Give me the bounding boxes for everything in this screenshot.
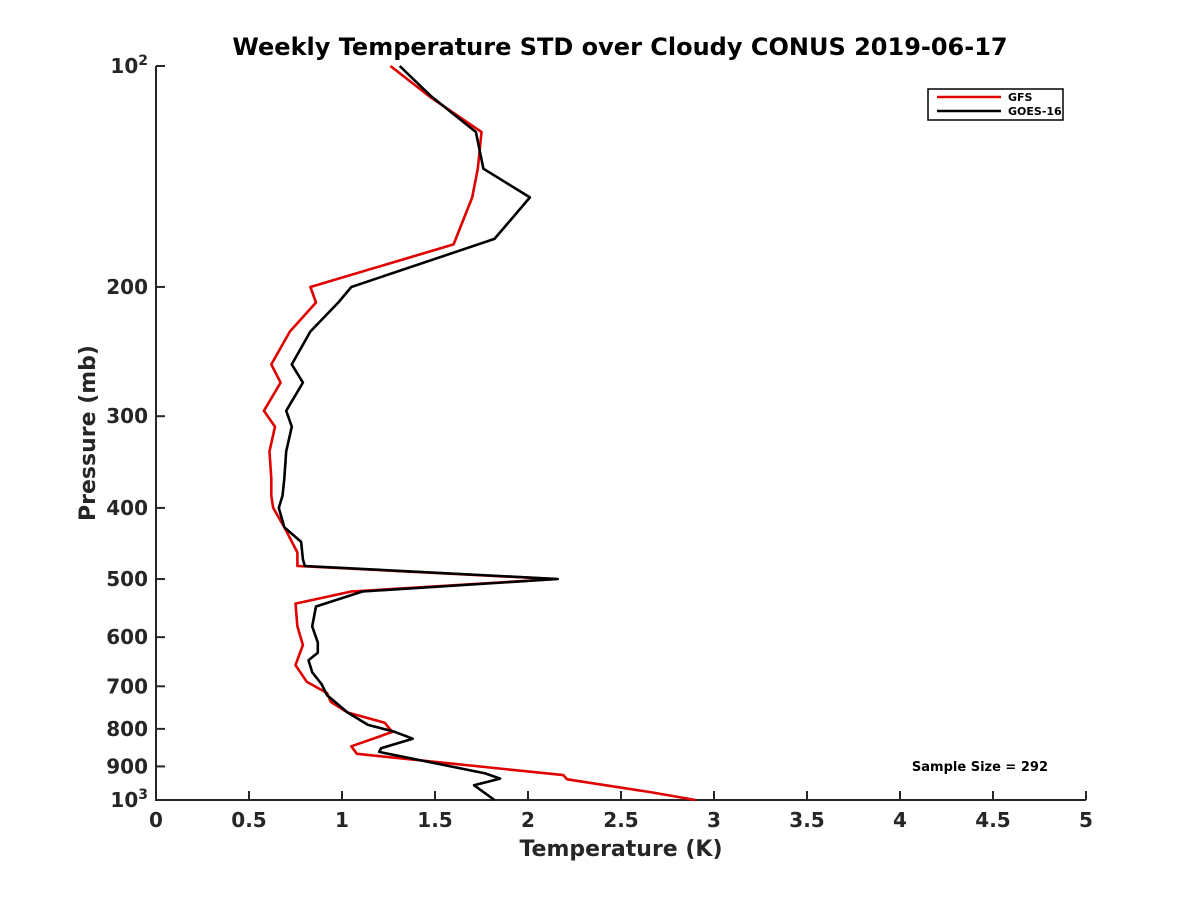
x-tick-label: 2.5 bbox=[603, 808, 638, 832]
plot-area: 0 0.5 1 1.5 2 2.5 3 3.5 4 4.5 5 102 200 300 400 500 600… bbox=[106, 53, 1093, 832]
x-tick-label: 1.5 bbox=[417, 808, 452, 832]
y-tick-label: 103 bbox=[110, 787, 148, 812]
x-tick-label: 0 bbox=[149, 808, 163, 832]
x-axis-ticks: 0 0.5 1 1.5 2 2.5 3 3.5 4 4.5 5 bbox=[149, 791, 1093, 832]
chart-title: Weekly Temperature STD over Cloudy CONUS… bbox=[232, 33, 1007, 61]
y-tick-label: 200 bbox=[106, 275, 148, 299]
legend-box bbox=[927, 88, 1064, 121]
x-tick-label: 3.5 bbox=[789, 808, 824, 832]
x-axis-label: Temperature (K) bbox=[519, 837, 722, 862]
legend-label-goes16: GOES-16 bbox=[1008, 105, 1062, 118]
y-axis-ticks: 102 200 300 400 500 600 700 800 900 103 bbox=[106, 53, 165, 812]
x-tick-label: 1 bbox=[335, 808, 349, 832]
y-tick-label: 500 bbox=[106, 567, 148, 591]
sample-size-annotation: Sample Size = 292 bbox=[912, 760, 1048, 775]
x-tick-label: 2 bbox=[521, 808, 535, 832]
x-tick-label: 4.5 bbox=[975, 808, 1010, 832]
y-axis-label: Pressure (mb) bbox=[76, 345, 101, 521]
series-line-goes16 bbox=[277, 65, 560, 802]
x-tick-label: 0.5 bbox=[231, 808, 266, 832]
x-tick-label: 3 bbox=[707, 808, 721, 832]
legend-label-gfs: GFS bbox=[1008, 91, 1033, 104]
legend: GFS GOES-16 bbox=[927, 88, 1064, 121]
y-tick-label: 900 bbox=[106, 754, 148, 778]
y-tick-label: 600 bbox=[106, 625, 148, 649]
y-tick-label: 800 bbox=[106, 717, 148, 741]
x-tick-label: 4 bbox=[893, 808, 907, 832]
y-tick-label: 400 bbox=[106, 496, 148, 520]
x-tick-label: 5 bbox=[1079, 808, 1093, 832]
y-tick-label: 700 bbox=[106, 674, 148, 698]
series-layer bbox=[262, 64, 696, 802]
y-tick-label: 102 bbox=[110, 53, 148, 78]
y-tick-label: 300 bbox=[106, 404, 148, 428]
